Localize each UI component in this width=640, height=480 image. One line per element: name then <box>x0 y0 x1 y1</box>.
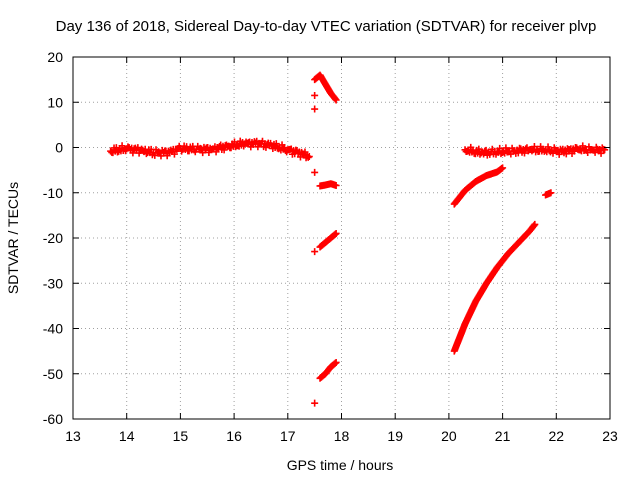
data-point <box>311 248 319 256</box>
axis-ticks <box>72 56 611 420</box>
x-tick-label: 17 <box>280 428 296 444</box>
y-tick-label: 0 <box>55 140 63 156</box>
data-point <box>332 358 340 366</box>
data-point <box>230 138 238 146</box>
y-tick-label: -30 <box>43 275 63 291</box>
data-point <box>531 220 539 228</box>
x-tick-label: 19 <box>387 428 403 444</box>
y-tick-label: -60 <box>43 411 63 427</box>
data-point <box>220 146 228 154</box>
y-axis-label: SDTVAR / TECUs <box>5 182 21 294</box>
y-tick-label: -50 <box>43 366 63 382</box>
y-tick-label: -20 <box>43 230 63 246</box>
data-point <box>311 168 319 176</box>
data-point <box>528 147 536 155</box>
y-tick-label: 20 <box>47 49 63 65</box>
y-tick-label: -10 <box>43 185 63 201</box>
data-point <box>142 150 150 158</box>
x-tick-label: 20 <box>441 428 457 444</box>
data-point <box>332 182 340 190</box>
x-tick-label: 13 <box>65 428 81 444</box>
data-point <box>311 399 319 407</box>
x-tick-label: 21 <box>495 428 511 444</box>
x-tick-label: 15 <box>173 428 189 444</box>
data-point <box>499 164 507 172</box>
data-point <box>475 145 483 153</box>
x-axis-label: GPS time / hours <box>287 457 394 473</box>
data-point <box>305 153 313 161</box>
data-point <box>311 105 319 113</box>
grid <box>73 57 610 419</box>
data-points <box>107 71 609 407</box>
x-tick-label: 23 <box>602 428 618 444</box>
data-point <box>304 153 312 161</box>
x-tick-label: 16 <box>226 428 242 444</box>
x-tick-label: 18 <box>334 428 350 444</box>
data-point <box>496 144 504 152</box>
data-point <box>163 152 171 160</box>
data-point <box>332 229 340 237</box>
data-point <box>170 150 178 158</box>
x-tick-labels: 13 14 15 16 17 18 19 20 21 22 23 <box>65 428 618 444</box>
y-tick-label: 10 <box>47 94 63 110</box>
x-tick-label: 22 <box>549 428 565 444</box>
data-point <box>502 144 510 152</box>
x-tick-label: 14 <box>119 428 135 444</box>
data-point <box>311 91 319 99</box>
chart-title: Day 136 of 2018, Sidereal Day-to-day VTE… <box>56 18 597 35</box>
y-tick-label: -40 <box>43 321 63 337</box>
data-point <box>579 142 587 150</box>
data-point <box>272 140 280 148</box>
data-point <box>520 149 528 157</box>
data-point <box>332 96 340 104</box>
data-point <box>597 149 605 157</box>
y-tick-labels: 20 10 0 -10 -20 -30 -40 -50 -60 <box>43 49 63 427</box>
data-point <box>547 189 555 197</box>
data-point <box>129 149 137 157</box>
data-point <box>301 148 309 156</box>
data-point <box>544 143 552 151</box>
data-point <box>116 146 124 154</box>
data-point <box>199 149 207 157</box>
